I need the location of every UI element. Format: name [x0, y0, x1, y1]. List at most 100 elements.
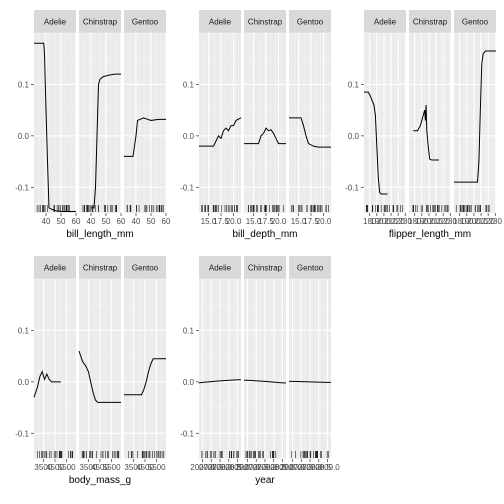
- x-tick-label: 3500: [79, 463, 97, 472]
- x-tick-label: 180: [453, 217, 467, 226]
- facet-strip-label: Gentoo: [462, 18, 489, 27]
- x-tick-label: 3500: [34, 463, 52, 472]
- pdp-line-chinstrap: [244, 379, 286, 384]
- facet-strip-label: Adelie: [374, 18, 397, 27]
- x-tick-label: 60: [117, 217, 126, 226]
- x-tick-label: 40: [132, 217, 141, 226]
- x-tick-label: 230: [444, 217, 458, 226]
- x-axis-title: body_mass_g: [69, 475, 131, 486]
- pdp-line-adelie: [198, 379, 241, 384]
- x-axis-title: year: [255, 475, 275, 486]
- x-axis-title: bill_depth_mm: [232, 229, 297, 240]
- x-tick-label: 50: [147, 217, 156, 226]
- x-tick-label: 2009.0: [225, 463, 250, 472]
- pdp-line-gentoo: [289, 380, 331, 383]
- y-tick-label: 0.1: [18, 326, 30, 335]
- facet-strip: [34, 10, 76, 33]
- facet-strip: [199, 256, 241, 279]
- pdp-line-adelie: [34, 42, 76, 212]
- facet-strip: [244, 10, 286, 33]
- facet-strip-label: Chinstrap: [248, 264, 283, 273]
- x-tick-label: 200: [467, 217, 481, 226]
- facet-group-bill_depth_mm: -0.10.00.1Adelie15.017.520.0Chinstrap15.…: [180, 10, 332, 240]
- y-tick-label: 0.1: [183, 80, 195, 89]
- facet-strip-label: Adelie: [209, 18, 232, 27]
- facet-strip-label: Gentoo: [297, 264, 324, 273]
- x-tick-label: 210: [474, 217, 488, 226]
- x-tick-label: 180: [408, 217, 422, 226]
- y-tick-label: -0.1: [180, 183, 194, 192]
- facet-strip-label: Gentoo: [132, 264, 159, 273]
- facet-strip-label: Adelie: [209, 264, 232, 273]
- facet-strip: [364, 10, 406, 33]
- facet-strip-label: Chinstrap: [413, 18, 448, 27]
- y-tick-label: 0.0: [18, 378, 30, 387]
- facet-strip: [34, 256, 76, 279]
- x-tick-label: 4500: [91, 463, 109, 472]
- x-tick-label: 20.0: [226, 217, 242, 226]
- facet-strip: [289, 256, 331, 279]
- x-tick-label: 4500: [46, 463, 64, 472]
- x-tick-label: 17.5: [213, 217, 229, 226]
- x-tick-label: 190: [415, 217, 429, 226]
- x-tick-label: 15.0: [291, 217, 307, 226]
- x-tick-label: 190: [460, 217, 474, 226]
- facet-strip-label: Chinstrap: [248, 18, 283, 27]
- x-tick-label: 17.5: [303, 217, 319, 226]
- facet-strip: [199, 10, 241, 33]
- x-tick-label: 5500: [103, 463, 121, 472]
- facet-strip: [244, 256, 286, 279]
- x-tick-label: 200: [377, 217, 391, 226]
- y-tick-label: -0.1: [15, 183, 29, 192]
- pdp-line-chinstrap: [244, 127, 286, 145]
- x-tick-label: 50: [57, 217, 66, 226]
- x-tick-label: 210: [384, 217, 398, 226]
- x-tick-label: 2007.0: [280, 463, 305, 472]
- x-tick-label: 5500: [148, 463, 166, 472]
- pdp-line-chinstrap: [413, 104, 439, 161]
- x-tick-label: 2009.0: [270, 463, 295, 472]
- x-tick-label: 2009.0: [315, 463, 340, 472]
- pdp-line-gentoo: [124, 358, 166, 396]
- facet-strip: [79, 256, 121, 279]
- facet-strip-label: Chinstrap: [83, 18, 118, 27]
- facet-strip: [409, 10, 451, 33]
- x-tick-label: 40: [87, 217, 96, 226]
- pdp-line-adelie: [199, 117, 242, 147]
- x-axis-title: flipper_length_mm: [389, 229, 471, 240]
- y-tick-label: 0.1: [348, 80, 360, 89]
- facet-strip-label: Adelie: [44, 264, 67, 273]
- x-tick-label: 220: [481, 217, 495, 226]
- facet-group-flipper_length_mm: -0.10.00.1Adelie180190200210220230Chinst…: [345, 10, 503, 240]
- facet-strip: [124, 256, 166, 279]
- facet-strip: [124, 10, 166, 33]
- x-tick-label: 2008.5: [307, 463, 332, 472]
- x-tick-label: 60: [72, 217, 81, 226]
- y-tick-label: 0.0: [18, 132, 30, 141]
- x-tick-label: 4500: [136, 463, 154, 472]
- facet-strip-label: Gentoo: [132, 18, 159, 27]
- x-tick-label: 20.0: [316, 217, 332, 226]
- pdp-line-gentoo: [124, 117, 166, 157]
- pdp-line-chinstrap: [91, 73, 121, 209]
- x-tick-label: 2008.5: [262, 463, 287, 472]
- y-tick-label: 0.1: [183, 326, 195, 335]
- y-tick-label: 0.0: [183, 378, 195, 387]
- x-tick-label: 190: [370, 217, 384, 226]
- x-tick-label: 15.0: [201, 217, 217, 226]
- y-tick-label: 0.1: [18, 80, 30, 89]
- x-tick-label: 2008.5: [217, 463, 242, 472]
- x-tick-label: 2008.0: [298, 463, 323, 472]
- facet-strip: [79, 10, 121, 33]
- x-tick-label: 200: [422, 217, 436, 226]
- pdp-line-gentoo: [289, 117, 331, 148]
- facet-strip-label: Chinstrap: [83, 264, 118, 273]
- x-tick-label: 2008.0: [208, 463, 233, 472]
- pdp-line-adelie: [364, 91, 388, 195]
- x-tick-label: 2007.5: [289, 463, 314, 472]
- x-tick-label: 60: [162, 217, 171, 226]
- x-tick-label: 210: [429, 217, 443, 226]
- x-tick-label: 3500: [124, 463, 142, 472]
- x-tick-label: 180: [363, 217, 377, 226]
